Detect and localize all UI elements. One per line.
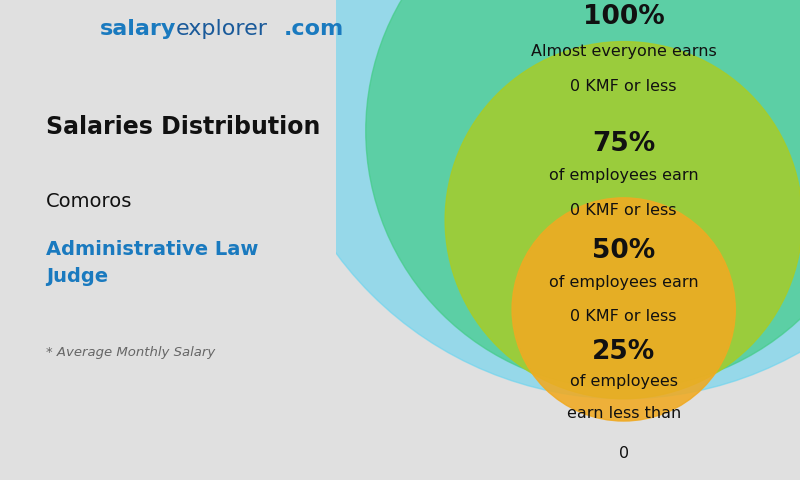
Text: Comoros: Comoros (46, 192, 133, 211)
Text: Salaries Distribution: Salaries Distribution (46, 115, 321, 139)
Circle shape (366, 0, 800, 389)
Circle shape (512, 198, 735, 421)
Text: salary: salary (100, 19, 176, 39)
Text: Almost everyone earns: Almost everyone earns (531, 44, 717, 59)
Text: 75%: 75% (592, 131, 655, 157)
Text: Administrative Law
Judge: Administrative Law Judge (46, 240, 258, 286)
Text: 100%: 100% (583, 4, 665, 30)
Text: 0: 0 (618, 446, 629, 461)
Text: .com: .com (284, 19, 344, 39)
Text: earn less than: earn less than (566, 406, 681, 421)
Text: 50%: 50% (592, 238, 655, 264)
Circle shape (445, 42, 800, 399)
Circle shape (266, 0, 800, 399)
Text: 0 KMF or less: 0 KMF or less (570, 310, 677, 324)
Text: 0 KMF or less: 0 KMF or less (570, 79, 677, 94)
Text: 25%: 25% (592, 339, 655, 365)
Text: * Average Monthly Salary: * Average Monthly Salary (46, 346, 215, 359)
Text: explorer: explorer (176, 19, 268, 39)
Text: 0 KMF or less: 0 KMF or less (570, 203, 677, 218)
Text: of employees earn: of employees earn (549, 275, 698, 290)
Text: of employees: of employees (570, 374, 678, 389)
Text: of employees earn: of employees earn (549, 168, 698, 183)
